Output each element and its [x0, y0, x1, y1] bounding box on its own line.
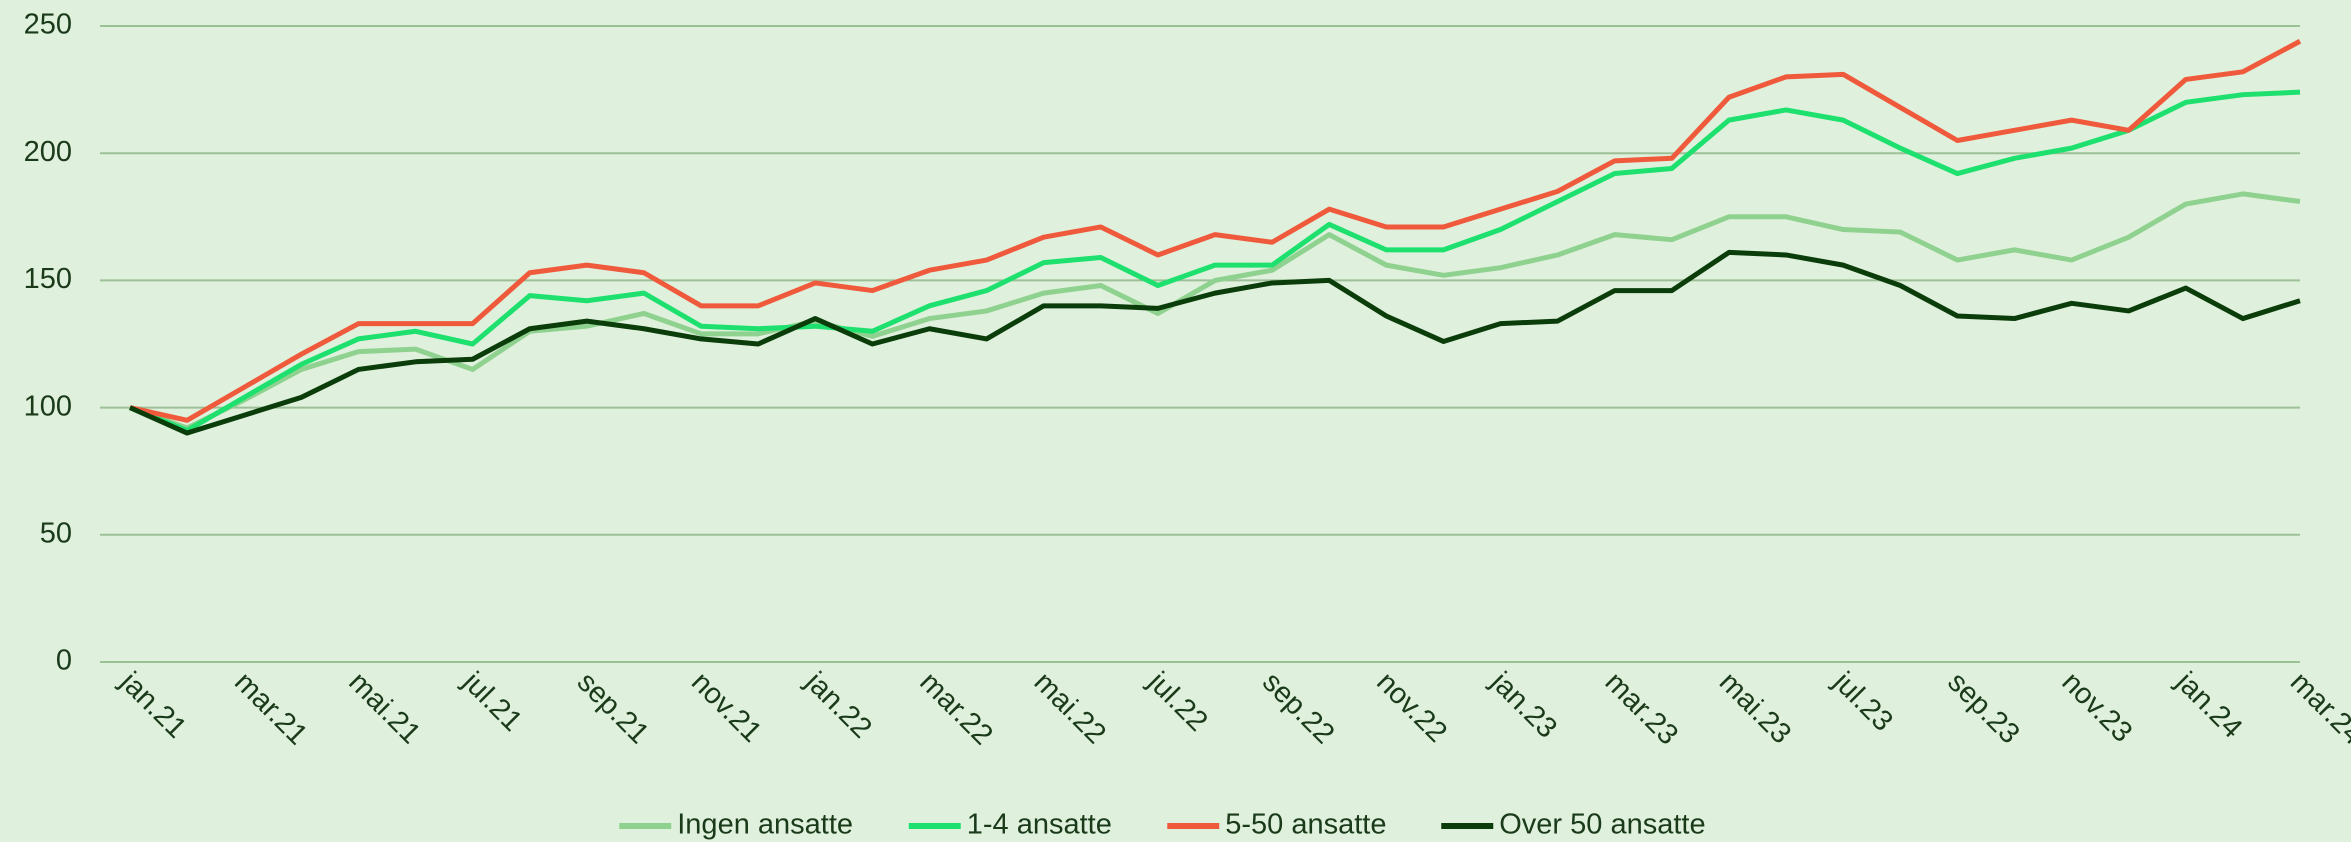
x-tick-label: mar.24 — [2284, 666, 2351, 751]
y-tick-label: 150 — [24, 263, 72, 295]
x-tick-label: jan.23 — [1484, 665, 1563, 744]
line-series — [129, 191, 2301, 431]
line-series — [129, 39, 2302, 423]
x-tick-label: mai.23 — [1713, 666, 1797, 750]
legend-label: Ingen ansatte — [677, 809, 853, 841]
x-tick-label: nov.21 — [685, 666, 768, 749]
x-tick-label: sep.23 — [1941, 666, 2025, 750]
legend-label: 1-4 ansatte — [967, 809, 1112, 841]
x-tick-label: mai.21 — [342, 666, 426, 750]
x-tick-label: nov.22 — [1370, 666, 1453, 749]
legend-label: Over 50 ansatte — [1499, 809, 1705, 841]
x-tick-label: sep.21 — [571, 666, 655, 750]
line-series — [128, 249, 2301, 436]
x-tick-label: jul.21 — [456, 665, 528, 737]
x-tick-label: mar.22 — [913, 666, 998, 751]
legend-label: 5-50 ansatte — [1225, 809, 1386, 841]
x-tick-label: mar.23 — [1599, 666, 1684, 751]
y-tick-label: 100 — [24, 390, 72, 422]
y-tick-label: 250 — [24, 9, 72, 41]
x-tick-label: jan.21 — [113, 665, 192, 744]
x-tick-label: sep.22 — [1256, 666, 1340, 750]
x-tick-label: nov.23 — [2056, 666, 2139, 749]
y-tick-label: 0 — [56, 645, 72, 677]
line-series — [129, 89, 2301, 433]
x-tick-label: jul.23 — [1826, 665, 1898, 737]
x-tick-label: jan.22 — [799, 665, 878, 744]
x-tick-label: jul.22 — [1141, 665, 1213, 737]
x-tick-label: jan.24 — [2169, 665, 2248, 744]
y-tick-label: 200 — [24, 136, 72, 168]
y-tick-label: 50 — [40, 517, 72, 549]
x-tick-label: mai.22 — [1028, 666, 1112, 750]
x-tick-label: mar.21 — [228, 666, 313, 751]
